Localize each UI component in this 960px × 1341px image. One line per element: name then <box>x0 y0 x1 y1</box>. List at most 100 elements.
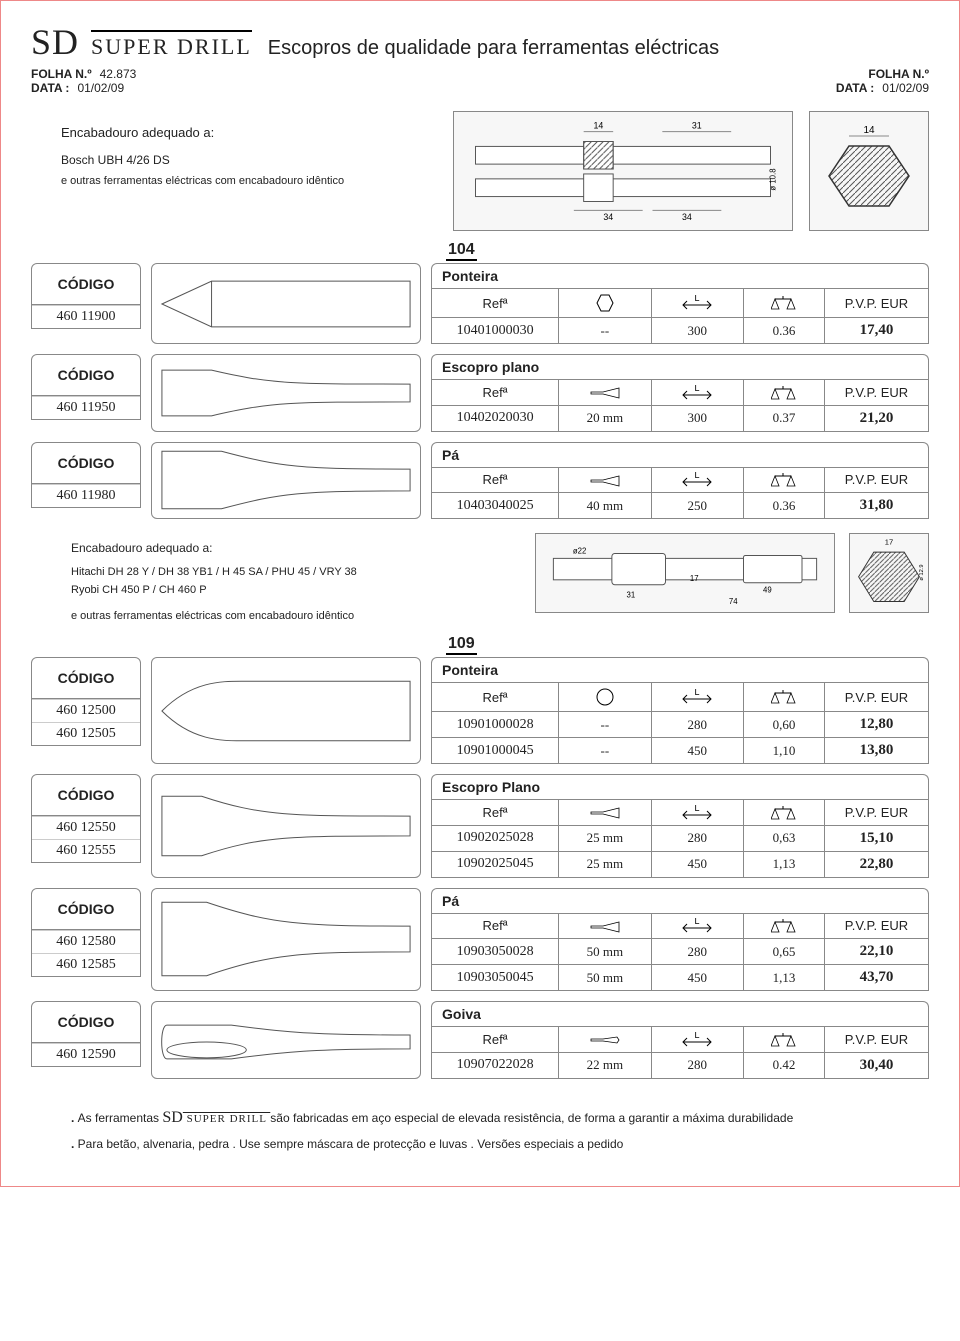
product-109-ponteira: CÓDIGO 460 12500 460 12505 Ponteira Refª… <box>31 657 929 764</box>
hex-cross-section-109: 17 ø 12.9 <box>849 533 929 613</box>
codigo-header: CÓDIGO <box>32 1002 140 1043</box>
pvp-header: P.V.P. EUR <box>824 1027 928 1053</box>
section-number-109: 109 <box>446 635 477 655</box>
compat-model: Bosch UBH 4/26 DS <box>61 150 443 172</box>
spec-row: 10902025045 25 mm 450 1,13 22,80 <box>432 851 929 877</box>
spec-row: 10901000045 -- 450 1,10 13,80 <box>432 738 929 764</box>
code-value: 460 12550 <box>32 816 140 839</box>
spec-row: 10403040025 40 mm 250 0.36 31,80 <box>432 493 929 519</box>
codigo-header: CÓDIGO <box>32 355 140 396</box>
footer-brand-sd: SD <box>162 1109 182 1126</box>
product-title: Pá <box>431 888 929 913</box>
weight-icon-header <box>744 683 825 712</box>
svg-text:31: 31 <box>627 591 636 600</box>
compat-note: e outras ferramentas eléctricas com enca… <box>71 608 525 626</box>
compat-block-104: Encabadouro adequado a: Bosch UBH 4/26 D… <box>31 111 929 231</box>
length-icon-header <box>651 467 743 493</box>
code-value: 460 11980 <box>32 484 140 507</box>
code-value: 460 12500 <box>32 699 140 722</box>
pvp-header: P.V.P. EUR <box>824 289 928 318</box>
weight-icon-header <box>744 913 825 939</box>
pvp-header: P.V.P. EUR <box>824 683 928 712</box>
product-title: Ponteira <box>431 263 929 288</box>
length-icon-header <box>651 683 743 712</box>
pvp-header: P.V.P. EUR <box>824 800 928 826</box>
length-icon-header <box>651 380 743 406</box>
pvp-header: P.V.P. EUR <box>824 467 928 493</box>
codigo-header: CÓDIGO <box>32 443 140 484</box>
data-label-right: DATA : <box>836 81 874 95</box>
folha-label-right: FOLHA N.º <box>868 67 929 81</box>
svg-text:17: 17 <box>885 538 893 547</box>
svg-text:ø 10.8: ø 10.8 <box>768 168 777 191</box>
brand-sd: SD <box>31 21 79 63</box>
weight-icon-header <box>744 289 825 318</box>
page-header: SD SUPER DRILL Escopros de qualidade par… <box>31 21 929 63</box>
ponteira-illustration <box>151 263 421 344</box>
page-subtitle: Escopros de qualidade para ferramentas e… <box>268 37 719 60</box>
goiva-illustration <box>151 1001 421 1079</box>
svg-text:ø22: ø22 <box>573 547 586 556</box>
shank-diagram-109: ø22 31 74 17 49 <box>535 533 835 613</box>
spec-table: Refª P.V.P. EUR 10403040025 40 mm 250 0.… <box>431 467 929 520</box>
compat-model-line1: Hitachi DH 28 Y / DH 38 YB1 / H 45 SA / … <box>71 564 525 582</box>
spec-row: 10901000028 -- 280 0,60 12,80 <box>432 712 929 738</box>
product-title: Goiva <box>431 1001 929 1026</box>
data-val: 01/02/09 <box>77 81 124 95</box>
compat-note: e outras ferramentas eléctricas com enca… <box>61 172 443 192</box>
data-val-right: 01/02/09 <box>882 81 929 95</box>
codigo-header: CÓDIGO <box>32 889 140 930</box>
ref-header: Refª <box>432 1027 559 1053</box>
svg-text:74: 74 <box>729 597 738 606</box>
spec-row: 10902025028 25 mm 280 0,63 15,10 <box>432 825 929 851</box>
footer-line1a: As ferramentas <box>78 1111 163 1125</box>
weight-icon-header <box>744 380 825 406</box>
spec-row: 10401000030 -- 300 0.36 17,40 <box>432 318 929 344</box>
svg-text:34: 34 <box>682 212 692 222</box>
footer-brand-super: SUPER DRILL <box>183 1113 270 1125</box>
chisel-icon-header <box>559 800 651 826</box>
length-icon-header <box>651 800 743 826</box>
svg-text:34: 34 <box>603 212 613 222</box>
codigo-header: CÓDIGO <box>32 264 140 305</box>
codigo-header: CÓDIGO <box>32 775 140 816</box>
svg-text:14: 14 <box>863 125 875 136</box>
svg-text:31: 31 <box>692 121 702 131</box>
ref-header: Refª <box>432 467 559 493</box>
code-value: 460 12585 <box>32 953 140 976</box>
product-104-ponteira: CÓDIGO 460 11900 Ponteira Refª P.V.P. EU… <box>31 263 929 344</box>
codigo-header: CÓDIGO <box>32 658 140 699</box>
spec-table: Refª P.V.P. EUR 10901000028 -- 280 0,60 … <box>431 682 929 764</box>
spec-row: 10903050045 50 mm 450 1,13 43,70 <box>432 965 929 991</box>
page-footer: As ferramentas SD SUPER DRILL são fabric… <box>31 1103 929 1156</box>
product-104-escopro: CÓDIGO 460 11950 Escopro plano Refª P.V.… <box>31 354 929 432</box>
spec-row: 10907022028 22 mm 280 0.42 30,40 <box>432 1052 929 1078</box>
data-label: DATA : <box>31 81 69 95</box>
product-title: Pá <box>431 442 929 467</box>
code-value: 460 11900 <box>32 305 140 328</box>
gouge-icon-header <box>559 1027 651 1053</box>
svg-text:49: 49 <box>763 586 772 595</box>
folha-label: FOLHA N.º <box>31 67 92 81</box>
ref-header: Refª <box>432 683 559 712</box>
footer-line2: Para betão, alvenaria, pedra . Use sempr… <box>78 1137 624 1151</box>
product-109-pa: CÓDIGO 460 12580 460 12585 Pá Refª P.V.P… <box>31 888 929 992</box>
product-109-escopro: CÓDIGO 460 12550 460 12555 Escopro Plano… <box>31 774 929 878</box>
spec-row: 10402020030 20 mm 300 0.37 21,20 <box>432 405 929 431</box>
length-icon-header <box>651 1027 743 1053</box>
svg-text:17: 17 <box>690 574 699 583</box>
ponteira-illustration <box>151 657 421 764</box>
section-number-104: 104 <box>446 241 477 261</box>
length-icon-header <box>651 913 743 939</box>
ref-header: Refª <box>432 913 559 939</box>
product-title: Ponteira <box>431 657 929 682</box>
compat-header: Encabadouro adequado a: <box>61 121 443 144</box>
compat-block-109: Encabadouro adequado a: Hitachi DH 28 Y … <box>31 533 929 625</box>
weight-icon-header <box>744 467 825 493</box>
spec-table: Refª P.V.P. EUR 10903050028 50 mm 280 0,… <box>431 913 929 992</box>
pvp-header: P.V.P. EUR <box>824 913 928 939</box>
spec-table: Refª P.V.P. EUR 10401000030 -- 300 0.36 … <box>431 288 929 344</box>
folha-num: 42.873 <box>100 67 137 81</box>
pa-illustration <box>151 888 421 992</box>
escopro-illustration <box>151 354 421 432</box>
